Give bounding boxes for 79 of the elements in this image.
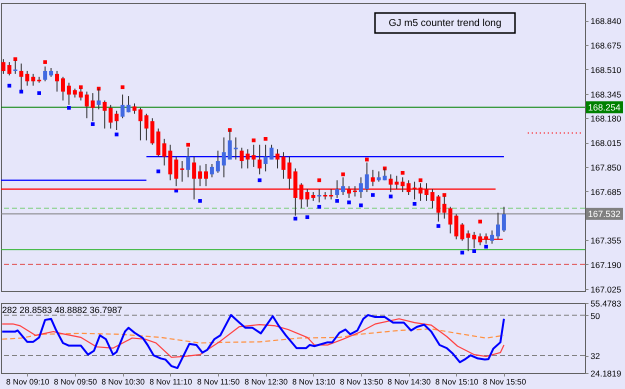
y-tick-label: 168.675 [590,40,622,51]
y-tick-label: 168.015 [590,138,622,148]
y-tick-label: 32 [590,351,600,362]
candlestick [66,82,71,106]
candlestick [204,163,208,187]
y-tick-label: 167.685 [590,186,622,197]
x-tick-label: 8 Nov 10:30 [101,378,146,386]
candlestick [31,73,36,86]
candlestick [138,107,142,141]
candlestick [472,231,476,249]
candlestick [258,144,262,175]
candlestick [216,150,220,174]
candlestick [60,76,65,101]
x-tick-label: 8 Nov 09:50 [54,378,98,386]
y-tick-label: 168.840 [590,16,622,26]
y-tick-label: 50 [590,310,600,321]
candlestick [114,110,119,131]
candlestick [364,162,369,193]
candlestick [144,113,148,141]
candlestick [436,194,440,222]
x-tick-label: 8 Nov 13:10 [292,378,336,386]
x-tick-label: 8 Nov 13:50 [340,378,384,386]
x-tick-label: 8 Nov 09:10 [6,378,50,386]
candlestick [120,94,125,119]
candlestick [276,148,280,169]
candlestick [126,96,131,113]
candlestick [234,136,238,160]
candlestick [466,230,470,252]
candlestick [270,144,274,160]
candlestick [228,130,232,160]
candlestick [150,118,154,146]
y-tick-label: 55.4783 [590,298,622,308]
y-tick-label: 168.510 [590,64,622,75]
candlestick [1,58,6,74]
candlestick [90,92,95,122]
candlestick [96,88,101,110]
y-tick-label: 167.190 [590,260,622,270]
candlestick [108,104,113,130]
candlestick [55,70,60,92]
candlestick [502,206,506,232]
candlestick [102,100,107,130]
x-tick-label: 8 Nov 14:30 [388,378,432,386]
candlestick [448,206,452,234]
candlestick [132,102,136,114]
candlestick [198,164,202,187]
candlestick [222,136,226,178]
annotation: 282 28.8583 48.8882 36.7987 [2,305,122,315]
candlestick [7,62,12,76]
x-tick-label: 8 Nov 15:10 [435,378,479,386]
candlestick [174,156,178,187]
candlestick [84,91,89,119]
candlestick [180,160,184,182]
x-tick-label: 8 Nov 11:50 [197,378,240,386]
x-tick-label: 8 Nov 11:10 [149,378,193,386]
candlestick [490,230,494,244]
y-tick-label: 168.345 [590,89,622,100]
y-tick-label: 167.355 [590,236,622,246]
ref-line-label: 167.532 [588,208,621,219]
candlestick [281,152,286,180]
candlestick [496,212,500,240]
candlestick [341,176,346,196]
candlestick [43,66,48,82]
y-tick-label: 24.1819 [590,368,622,378]
candlestick [358,176,363,198]
candlestick [264,144,268,172]
x-tick-label: 8 Nov 15:50 [482,378,527,386]
candlestick [335,180,340,198]
text: GJ m5 counter trend long [388,18,502,29]
candlestick [370,169,375,187]
candlestick [210,163,214,178]
candlestick [186,147,190,178]
y-tick-label: 168.180 [590,114,622,124]
y-tick-label: 167.850 [590,162,622,172]
y-tick-label: 167.025 [590,284,622,294]
candlestick [252,144,256,168]
ref-line-label: 168.254 [588,102,621,112]
x-tick-label: 8 Nov 12:30 [244,378,288,386]
candlestick [156,128,160,158]
candlestick [317,188,322,203]
